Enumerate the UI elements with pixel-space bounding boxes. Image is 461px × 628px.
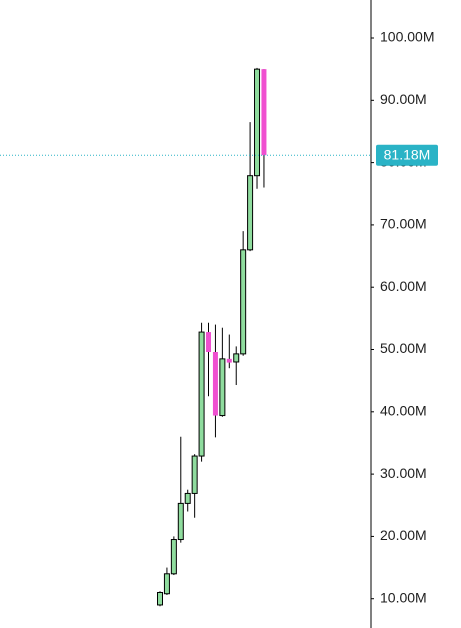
candle-body: [226, 358, 232, 363]
y-tick-label: 90.00M: [380, 91, 427, 107]
candle-body: [212, 352, 218, 416]
candle-body: [157, 591, 163, 606]
candle-body: [184, 492, 191, 504]
candle-body: [206, 332, 212, 353]
candle-body: [254, 68, 261, 177]
last-price-label: 81.18M: [384, 146, 431, 162]
y-tick-label: 20.00M: [380, 527, 427, 543]
last-price-badge: [376, 144, 438, 166]
candle-body: [261, 69, 267, 156]
candle-body: [163, 573, 170, 595]
candle-body: [219, 358, 226, 417]
y-tick-label: 40.00M: [380, 403, 427, 419]
candle-body: [191, 455, 198, 494]
candle-body: [177, 502, 184, 541]
y-tick-label: 70.00M: [380, 216, 427, 232]
candle-body: [240, 249, 247, 355]
candle-body: [233, 353, 240, 363]
candle-body: [247, 175, 254, 251]
y-tick-label: 10.00M: [380, 589, 427, 605]
candle-body: [170, 539, 177, 575]
y-tick-label: 30.00M: [380, 465, 427, 481]
y-tick-label: 60.00M: [380, 278, 427, 294]
y-tick-label: 100.00M: [380, 29, 434, 45]
candle-body: [198, 331, 205, 457]
y-tick-label: 50.00M: [380, 340, 427, 356]
